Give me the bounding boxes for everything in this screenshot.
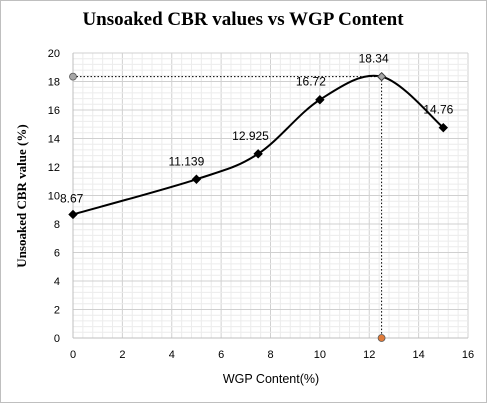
x-tick-label: 14 <box>413 349 425 361</box>
y-tick-label: 12 <box>48 162 60 174</box>
x-tick-label: 4 <box>169 349 175 361</box>
y-axis-title: Unsoaked CBR value (%) <box>14 124 29 267</box>
data-point-marker <box>68 209 78 220</box>
x-tick-label: 12 <box>363 349 375 361</box>
optimum-guides <box>69 72 386 342</box>
x-tick-label: 16 <box>462 349 474 361</box>
y-tick-label: 8 <box>54 219 60 231</box>
data-point-marker <box>438 122 449 133</box>
y-tick-label: 0 <box>54 333 60 345</box>
data-point-marker <box>376 71 387 82</box>
data-point-marker <box>191 174 202 184</box>
series-line <box>72 74 444 216</box>
x-tick-label: 2 <box>119 349 125 361</box>
axes <box>72 53 468 339</box>
y-tick-label: 16 <box>48 105 60 117</box>
x-tick-label: 0 <box>70 349 76 361</box>
data-label: 8.67 <box>60 191 84 205</box>
y-tick-label: 20 <box>48 48 60 60</box>
data-point-marker <box>315 95 325 105</box>
data-label: 11.139 <box>168 154 204 168</box>
grid <box>72 52 469 339</box>
data-label: 16.72 <box>296 75 326 89</box>
series <box>68 71 449 220</box>
y-tick-label: 10 <box>48 191 60 203</box>
x-tick-label: 8 <box>267 349 273 361</box>
data-labels: 8.67 11.139 12.925 16.72 18.34 14.76 <box>60 52 454 206</box>
tick-labels: 0 2 4 6 8 10 12 14 16 0 2 4 6 8 10 12 14 16 18 20 <box>48 48 474 361</box>
chart-title: Unsoaked CBR values vs WGP Content <box>82 9 404 30</box>
x-axis-optimum-marker <box>377 334 386 342</box>
x-tick-label: 10 <box>314 349 326 361</box>
y-tick-label: 6 <box>54 248 60 260</box>
x-tick-label: 6 <box>218 349 224 361</box>
y-tick-label: 4 <box>54 276 60 288</box>
y-tick-label: 14 <box>48 134 60 146</box>
data-point-marker <box>253 149 263 159</box>
y-tick-label: 18 <box>48 77 60 89</box>
data-label: 14.76 <box>423 103 453 117</box>
data-label: 18.34 <box>359 52 389 66</box>
data-label: 12.925 <box>232 129 269 143</box>
y-axis-optimum-marker <box>69 72 77 81</box>
y-tick-label: 2 <box>54 305 60 317</box>
x-axis-title: WGP Content(%) <box>223 372 319 386</box>
